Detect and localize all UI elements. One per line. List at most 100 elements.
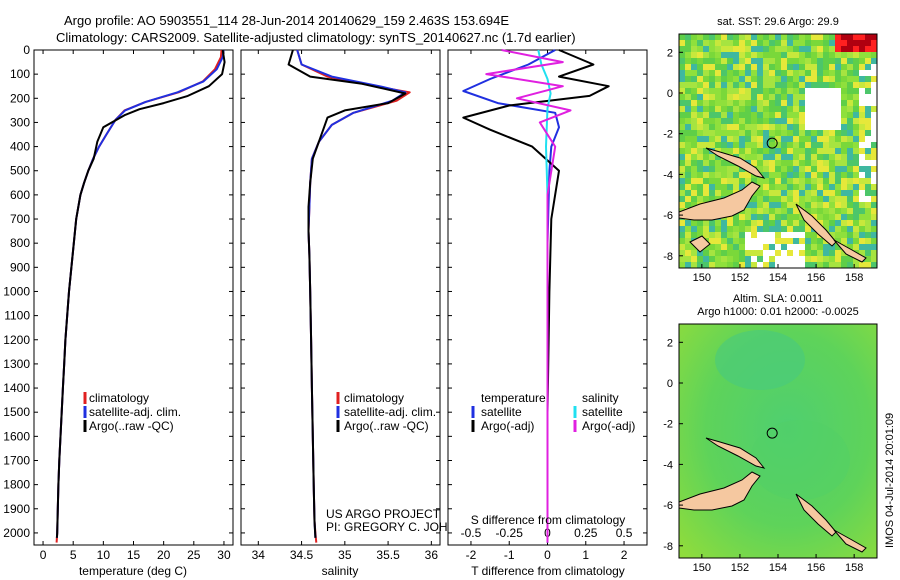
sst-cell: [829, 148, 835, 154]
sst-cell: [751, 232, 757, 238]
sst-cell: [751, 136, 757, 142]
sst-cell: [805, 256, 811, 262]
sst-cell: [811, 88, 817, 94]
sst-cell: [715, 172, 721, 178]
sst-cell: [763, 232, 769, 238]
sst-cell: [811, 112, 817, 118]
difference-xlabel-t: T difference from climatology: [471, 564, 625, 578]
sst-cell: [739, 154, 745, 160]
sst-cell: [751, 262, 757, 268]
sst-cell: [739, 136, 745, 142]
y-tick-label: 700: [10, 212, 30, 226]
sst-cell: [679, 88, 685, 94]
sst-cell: [853, 94, 859, 100]
sst-cell: [817, 178, 823, 184]
sst-cell: [775, 154, 781, 160]
sst-cell: [835, 244, 841, 250]
map-y-tick-label: -4: [663, 169, 673, 181]
sst-cell: [829, 88, 835, 94]
sst-cell: [685, 232, 691, 238]
sst-cell: [733, 64, 739, 70]
sst-cell: [703, 94, 709, 100]
sst-cell: [787, 100, 793, 106]
sst-cell: [859, 214, 865, 220]
sst-cell: [853, 40, 859, 46]
sst-cell: [697, 46, 703, 52]
solomon-islands-land-2: [833, 529, 867, 553]
sst-cell: [865, 106, 871, 112]
sst-cell: [775, 46, 781, 52]
sst-cell: [721, 82, 727, 88]
sst-cell: [733, 130, 739, 136]
sst-cell: [739, 142, 745, 148]
sst-cell: [823, 160, 829, 166]
sst-cell: [781, 76, 787, 82]
map-y-tick-label: -2: [663, 419, 673, 431]
sst-cell: [817, 220, 823, 226]
sst-cell: [739, 172, 745, 178]
sst-cell: [793, 136, 799, 142]
sst-cell: [763, 148, 769, 154]
sst-cell: [871, 256, 877, 262]
sst-cell: [769, 250, 775, 256]
sst-cell: [769, 196, 775, 202]
sst-cell: [709, 142, 715, 148]
sst-cell: [805, 190, 811, 196]
sst-cell: [715, 166, 721, 172]
sst-cell: [787, 136, 793, 142]
sst-cell: [739, 52, 745, 58]
sst-cell: [865, 52, 871, 58]
sst-cell: [871, 70, 877, 76]
sst-cell: [859, 70, 865, 76]
y-tick-label: 400: [10, 140, 30, 154]
sst-cell: [811, 118, 817, 124]
sst-cell: [799, 34, 805, 40]
sst-cell: [811, 100, 817, 106]
sst-cell: [841, 40, 847, 46]
sst-cell: [727, 34, 733, 40]
sst-cell: [685, 250, 691, 256]
legend-label-satellite: satellite-adj. clim.: [89, 405, 181, 419]
sst-cell: [721, 226, 727, 232]
sst-cell: [745, 76, 751, 82]
sst-cell: [841, 184, 847, 190]
sst-cell: [829, 112, 835, 118]
sst-cell: [799, 178, 805, 184]
sst-cell: [817, 64, 823, 70]
sst-cell: [733, 58, 739, 64]
sst-cell: [763, 178, 769, 184]
sst-cell: [805, 148, 811, 154]
y-tick-label: 300: [10, 115, 30, 129]
sst-cell: [763, 88, 769, 94]
sst-cell: [679, 190, 685, 196]
sst-cell: [841, 106, 847, 112]
sst-cell: [841, 208, 847, 214]
sst-cell: [781, 172, 787, 178]
sst-cell: [811, 64, 817, 70]
sst-cell: [745, 154, 751, 160]
sst-cell: [745, 136, 751, 142]
sst-cell: [745, 238, 751, 244]
sst-cell: [853, 178, 859, 184]
sst-cell: [859, 34, 865, 40]
sst-cell: [835, 100, 841, 106]
sst-cell: [679, 112, 685, 118]
sst-cell: [727, 124, 733, 130]
map-x-tick-label: 156: [807, 272, 825, 284]
temperature-axes: [33, 49, 234, 546]
sst-cell: [685, 52, 691, 58]
sst-cell: [805, 64, 811, 70]
sst-cell: [841, 160, 847, 166]
sst-cell: [787, 106, 793, 112]
sst-cell: [841, 70, 847, 76]
sst-cell: [709, 178, 715, 184]
sst-cell: [757, 226, 763, 232]
sst-cell: [805, 226, 811, 232]
sst-cell: [847, 46, 853, 52]
sst-cell: [835, 76, 841, 82]
sst-cell: [811, 202, 817, 208]
sst-cell: [835, 64, 841, 70]
sst-cell: [829, 232, 835, 238]
sst-cell: [697, 40, 703, 46]
sst-cell: [787, 52, 793, 58]
